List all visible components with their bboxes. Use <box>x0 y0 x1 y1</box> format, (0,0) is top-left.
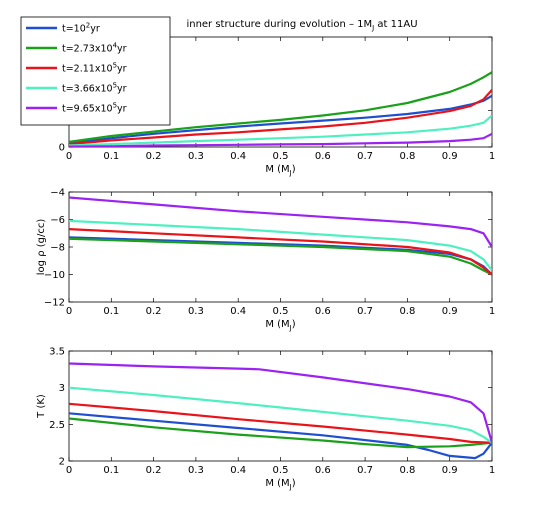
legend-entry-1: t=102yr <box>26 22 100 35</box>
x-tick-label: 0.2 <box>146 151 162 162</box>
x-tick-label: 0.8 <box>399 306 415 317</box>
x-tick-label: 0.7 <box>357 151 373 162</box>
y-tick-label: 0 <box>59 143 65 154</box>
y-tick-label: −6 <box>50 215 65 226</box>
series-line-2 <box>69 417 492 449</box>
x-tick-label: 1 <box>489 465 495 476</box>
x-tick-label: 0.9 <box>442 151 458 162</box>
x-tick-label: 0.1 <box>103 465 119 476</box>
x-tick-label: 0.8 <box>399 465 415 476</box>
series-line-5 <box>69 132 492 147</box>
x-tick-label: 0.5 <box>273 306 289 317</box>
y-tick-label: −12 <box>44 298 65 309</box>
x-tick-label: 0.5 <box>273 465 289 476</box>
x-tick-label: 0 <box>66 151 72 162</box>
legend-entry-3: t=2.11x105yr <box>26 62 127 75</box>
x-tick-label: 0.5 <box>273 151 289 162</box>
figure-title: inner structure during evolution – 1MJ a… <box>186 19 417 32</box>
x-tick-label: 0.7 <box>357 306 373 317</box>
legend-label: t=2.11x105yr <box>62 62 127 75</box>
y-axis-label: log ρ (g/cc) <box>36 219 47 276</box>
y-tick-label: 3 <box>59 383 65 394</box>
x-tick-label: 0 <box>66 306 72 317</box>
x-tick-label: 0.7 <box>357 465 373 476</box>
x-tick-label: 1 <box>489 151 495 162</box>
x-tick-label: 0.2 <box>146 306 162 317</box>
legend-label: t=3.66x105yr <box>62 82 127 95</box>
x-tick-label: 0.2 <box>146 465 162 476</box>
x-axis-label: M (MJ) <box>265 164 295 177</box>
series-line-4 <box>69 219 492 272</box>
x-tick-label: 0.6 <box>315 306 331 317</box>
x-tick-label: 0.1 <box>103 151 119 162</box>
y-tick-label: −8 <box>50 243 65 254</box>
subplot-3: 0 0.1 0.2 0.3 0.4 0.5 0.6 0.7 0.8 0.9 1 2 2.5 3 3.5 M (… <box>36 347 495 492</box>
y-tick-label: −4 <box>50 188 65 199</box>
plot-frame <box>68 191 493 303</box>
y-tick-label: 2.5 <box>49 420 65 431</box>
series-line-2 <box>69 71 492 143</box>
x-tick-label: 0.1 <box>103 306 119 317</box>
y-tick-label: 3.5 <box>49 347 65 358</box>
x-tick-label: 0.3 <box>188 306 204 317</box>
x-axis-label: M (MJ) <box>265 319 295 332</box>
y-tick-label: −10 <box>44 270 65 281</box>
series-line-2 <box>69 237 492 276</box>
x-tick-label: 0.3 <box>188 151 204 162</box>
x-tick-label: 0.6 <box>315 151 331 162</box>
x-tick-label: 0.9 <box>442 306 458 317</box>
y-axis-label: T (K) <box>36 394 47 419</box>
legend-entry-5: t=9.65x105yr <box>26 102 127 115</box>
series-line-4 <box>69 386 492 444</box>
legend-entry-4: t=3.66x105yr <box>26 82 127 95</box>
subplot-2: 0 0.1 0.2 0.3 0.4 0.5 0.6 0.7 0.8 0.9 1 −12 −10 −8 −6 −… <box>36 188 495 333</box>
x-tick-label: 0.3 <box>188 465 204 476</box>
legend-label: t=9.65x105yr <box>62 102 127 115</box>
x-tick-label: 0 <box>66 465 72 476</box>
series-line-5 <box>69 362 492 444</box>
series-line-3 <box>69 89 492 146</box>
x-axis-label: M (MJ) <box>265 478 295 491</box>
x-tick-label: 0.4 <box>230 465 246 476</box>
x-tick-label: 0.6 <box>315 465 331 476</box>
series-line-3 <box>69 228 492 276</box>
series-line-4 <box>69 114 492 147</box>
plot-frame <box>68 350 493 462</box>
x-tick-label: 0.8 <box>399 151 415 162</box>
x-tick-label: 0.4 <box>230 151 246 162</box>
x-tick-label: 1 <box>489 306 495 317</box>
series-line-1 <box>69 94 492 145</box>
legend: t=102yr t=2.73x104yr t=2.11x105yr t=3.66x10… <box>20 16 171 126</box>
series-line-5 <box>69 196 492 248</box>
x-tick-label: 0.4 <box>230 306 246 317</box>
legend-label: t=102yr <box>62 22 100 35</box>
series-line-3 <box>69 402 492 444</box>
legend-label: t=2.73x104yr <box>62 42 127 55</box>
x-tick-label: 0.9 <box>442 465 458 476</box>
y-tick-label: 2 <box>59 457 65 468</box>
legend-entry-2: t=2.73x104yr <box>26 42 127 55</box>
subplot-1: 00.10.20.30.40.50.60.70.80.91050100150M … <box>36 33 495 178</box>
